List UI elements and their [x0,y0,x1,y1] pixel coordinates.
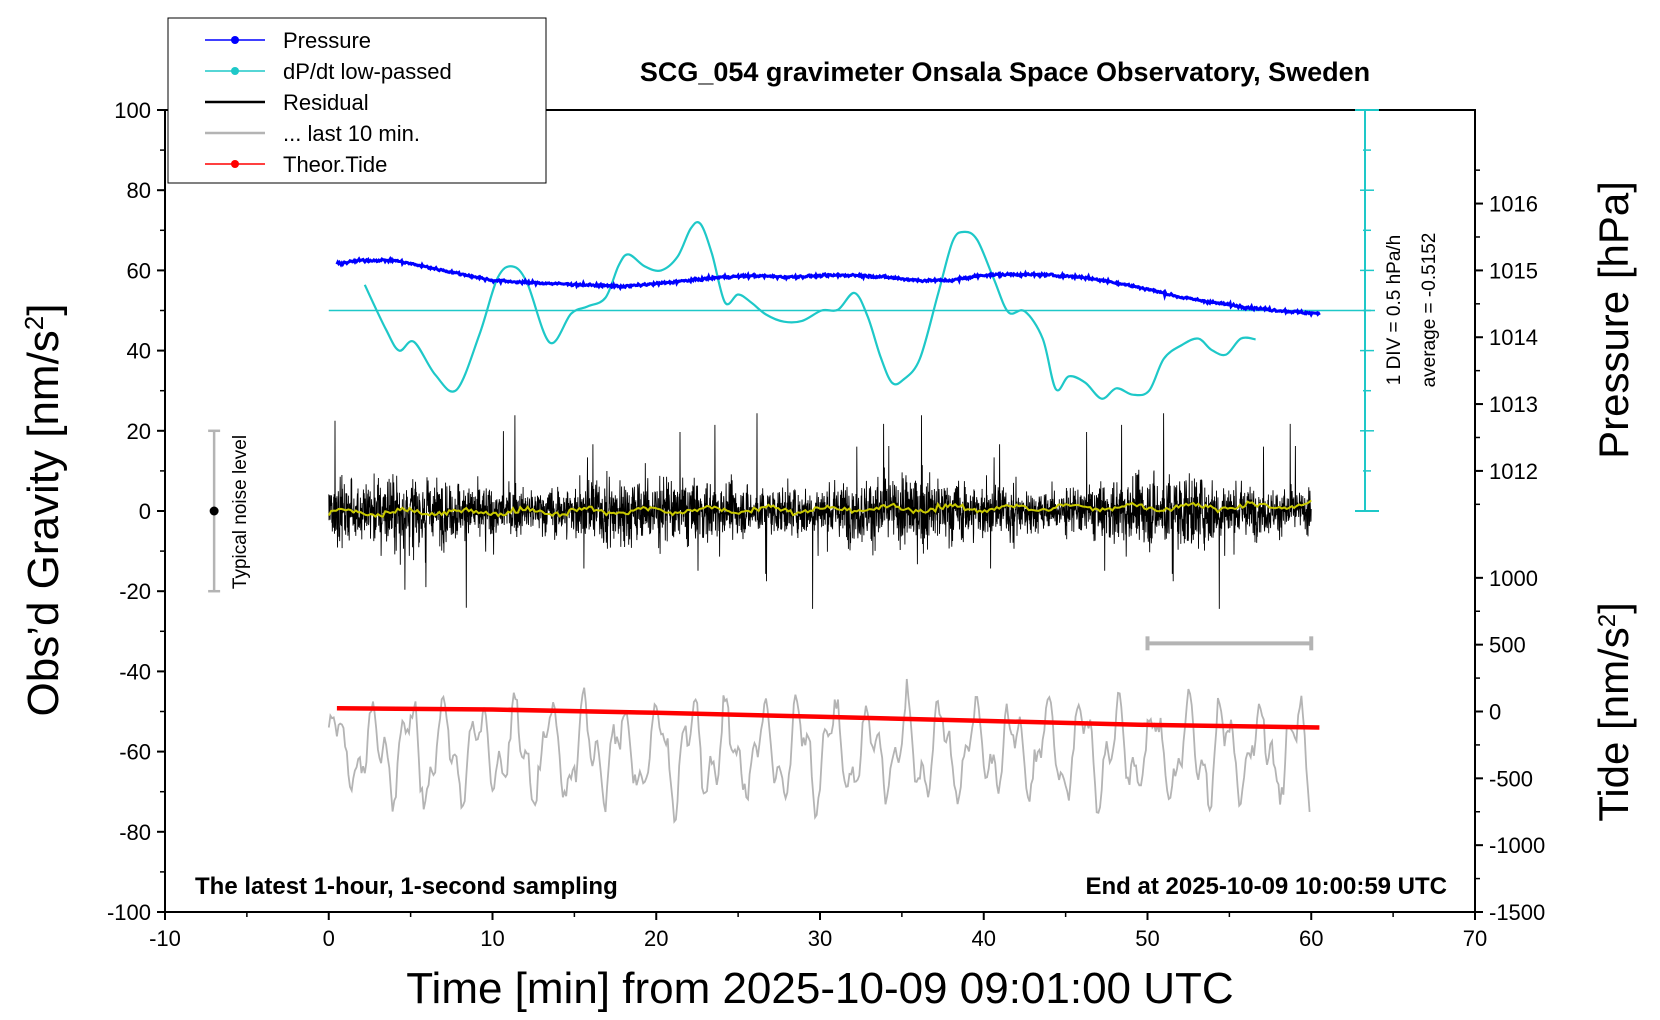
y-tick-label: -80 [119,820,151,845]
y-tick-label: 40 [127,339,151,364]
legend-box [167,17,547,184]
chart-title: SCG_054 gravimeter Onsala Space Observat… [640,57,1370,87]
legend-label: Theor.Tide [283,152,387,177]
pressure-tick-label: 1015 [1489,258,1538,283]
x-tick-label: 0 [323,926,335,951]
tide-tick-label: 500 [1489,633,1526,658]
y-tick-label: 0 [139,499,151,524]
y-tick-label: -40 [119,659,151,684]
x-axis-title: Time [min] from 2025-10-09 09:01:00 UTC [406,964,1233,1013]
tide-tick-label: -1500 [1489,900,1545,925]
pressure-line [335,255,1321,318]
pressure-tick-label: 1014 [1489,325,1538,350]
y-tick-label: -20 [119,579,151,604]
average-label: average = -0.5152 [1419,233,1440,388]
tide-tick-label: 0 [1489,700,1501,725]
x-tick-label: -10 [149,926,181,951]
pressure-tick-label: 1016 [1489,192,1538,217]
residual-line [328,413,1312,609]
noise-label: Typical noise level [230,435,251,589]
tide-tick-label: 1000 [1489,566,1538,591]
tide-axis-title: Tide [nm/s2] [1590,602,1637,822]
last-10-min-bar [1145,636,1314,651]
y-tick-label: -60 [119,740,151,765]
last-10-min-series [327,678,1311,824]
residual-series [328,413,1312,609]
scale-label: 1 DIV = 0.5 hPa/h [1384,235,1405,386]
y-tick-label: 100 [114,98,151,123]
x-tick-label: 40 [972,926,996,951]
pressure-tick-label: 1013 [1489,392,1538,417]
y-axis-ticks: 100 80 60 40 20 0 -20 -40 -60 -80 -100 [107,98,165,925]
legend-marker [231,67,239,75]
y-axis-title: Obs’d Gravity [nm/s2] [19,303,68,716]
legend-label: Pressure [283,28,371,53]
x-tick-label: 30 [808,926,832,951]
x-axis-ticks: -10 0 10 20 30 40 50 60 70 [149,912,1487,951]
x-tick-label: 60 [1299,926,1323,951]
legend-label: ... last 10 min. [283,121,420,146]
x-tick-label: 20 [644,926,668,951]
tide-axis-ticks: 1000 500 0 -500 -1000 -1500 [1475,566,1545,925]
legend-label: Residual [283,90,369,115]
tide-series [336,705,1320,730]
last-10-min-line [327,678,1311,824]
y-tick-label: 80 [127,178,151,203]
pressure-tick-label: 1012 [1489,459,1538,484]
bottom-left-note: The latest 1-hour, 1-second sampling [195,873,618,900]
bottom-right-note: End at 2025-10-09 10:00:59 UTC [1086,873,1448,900]
legend: Pressure dP/dt low-passed Residual ... last… [167,17,547,184]
pressure-axis-title: Pressure [hPa] [1590,181,1637,459]
tide-tick-label: -500 [1489,766,1533,791]
tide-line [336,705,1320,730]
pressure-series [335,255,1321,318]
pressure-axis-ticks: 1016 1015 1014 1013 1012 [1475,169,1538,506]
y-tick-label: 20 [127,419,151,444]
x-tick-label: 70 [1463,926,1487,951]
residual-mean-line [327,499,1312,519]
legend-label: dP/dt low-passed [283,59,452,84]
dpdt-series [363,221,1256,400]
y-tick-label: -100 [107,900,151,925]
legend-marker [231,36,239,44]
dpdt-scale-axis [328,109,1379,512]
dpdt-line [363,221,1256,400]
tide-tick-label: -1000 [1489,833,1545,858]
legend-marker [231,160,239,168]
noise-center-dot [209,506,219,516]
residual-mean-series [327,499,1312,519]
x-tick-label: 50 [1135,926,1159,951]
x-tick-label: 10 [480,926,504,951]
noise-level-indicator [208,429,221,593]
y-tick-label: 60 [127,258,151,283]
